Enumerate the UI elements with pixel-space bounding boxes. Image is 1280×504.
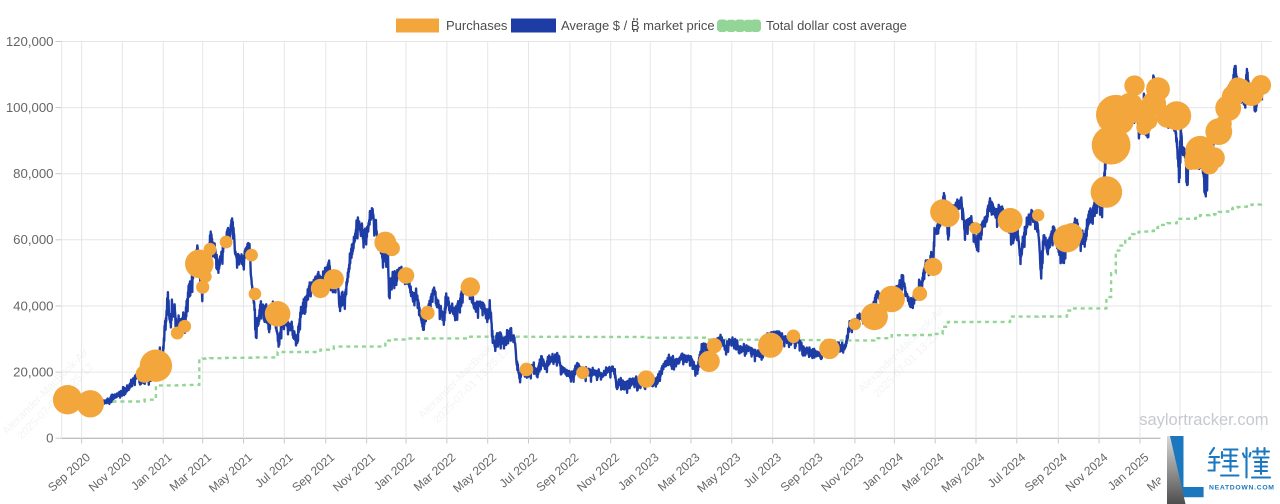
- svg-text:Purchases: Purchases: [446, 18, 508, 33]
- svg-text:Total dollar cost average: Total dollar cost average: [766, 18, 907, 33]
- svg-text:NEATDOWN.COM: NEATDOWN.COM: [1209, 485, 1275, 492]
- svg-text:saylortracker.com: saylortracker.com: [1139, 411, 1268, 429]
- svg-text:0: 0: [46, 431, 53, 446]
- svg-text:60,000: 60,000: [13, 232, 53, 247]
- svg-text:Average $ / B market price: Average $ / B market price: [561, 18, 715, 33]
- svg-text:120,000: 120,000: [6, 34, 54, 49]
- svg-text:20,000: 20,000: [13, 364, 53, 379]
- svg-text:100,000: 100,000: [6, 100, 54, 115]
- svg-text:80,000: 80,000: [13, 166, 53, 181]
- svg-text:40,000: 40,000: [13, 298, 53, 313]
